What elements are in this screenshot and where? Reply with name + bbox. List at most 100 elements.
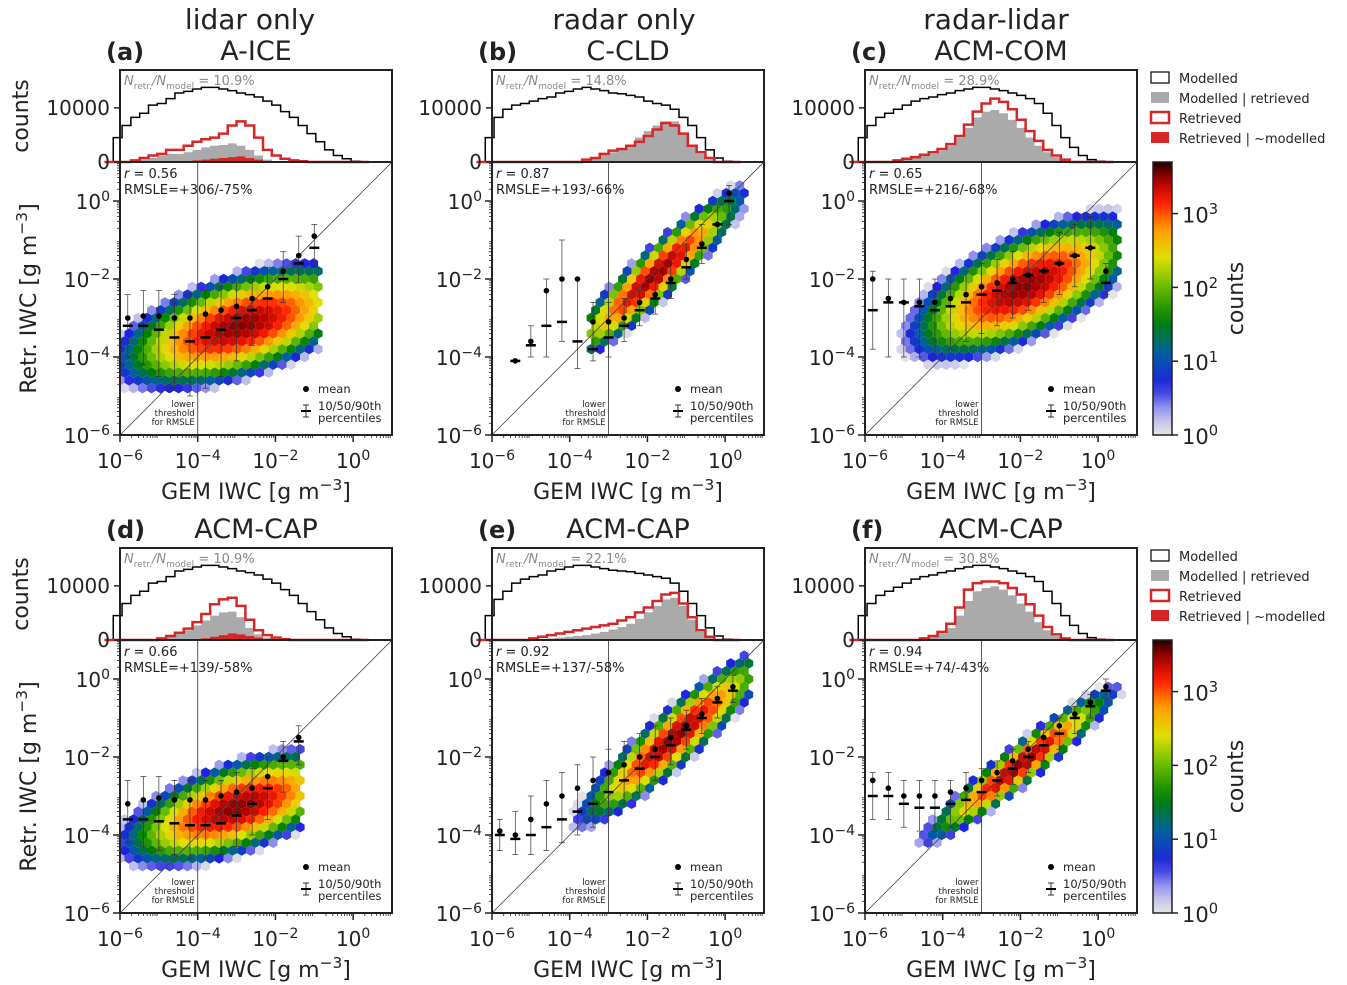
hexbin-cell [973,814,983,825]
mean-point [171,797,178,803]
mean-point [963,291,969,298]
hexbin-cell [156,367,165,378]
hexbin-cell [178,853,188,864]
hexbin-cell [977,806,987,817]
hexbin-cell [654,242,664,253]
hexbin-cell [932,837,942,848]
hexbin-cell [178,790,188,802]
hexbin-cell [291,829,301,841]
hexbin-cell [645,305,655,316]
panel-c: 0 10000 Nretr./Nmodel = 28.9% (c) ACM-COM low… [791,36,1138,505]
hexbin-cell [600,814,610,825]
correlation-text: r = 0.94 [869,645,922,660]
hexbin-cell [726,211,736,222]
hexbin-cell [277,806,287,817]
legend-label: Retrieved [1179,590,1241,605]
hexbin-cell [991,289,1001,300]
hexbin-cell [1072,273,1082,285]
mean-point [730,684,736,690]
hexbin-cell [982,336,992,347]
hexbin-cell [210,829,220,841]
hist-tick-label: 10000 [46,96,110,120]
hexbin-cell [1045,273,1055,285]
one-to-one-line [491,639,765,914]
x-tick-label: 10−2 [997,926,1043,951]
hexbin-cell [1009,242,1019,253]
legend-percentiles-label: 10/50/90th [1063,399,1126,413]
hexbin-cell [1036,767,1046,778]
hexbin-cell [295,328,305,339]
hexbin-cell [1054,751,1064,763]
hexbin-cell [255,845,265,856]
hexbin-cell [595,312,605,324]
hist-tick-label: 0 [842,150,855,174]
legend-swatch [1149,588,1171,603]
hexbin-cell [676,250,686,261]
hexbin-cell [1036,720,1046,731]
hexbin-cell [232,837,242,848]
hexbin-cell [1054,736,1064,747]
scatter-frame [491,161,765,436]
hexbin-cell [273,814,283,825]
legend-mean-marker [675,386,681,392]
hexbin-cell [120,328,125,339]
hexbin-cell [192,351,202,363]
hexbin-cell [169,806,179,817]
hexbin-cell [120,336,129,347]
mean-point [156,313,162,319]
mean-point [621,762,627,768]
legend-mean-label: mean [318,382,351,396]
hexbin-cell [690,689,700,700]
hexbin-cell [147,798,156,809]
hexbin-cell [609,320,619,331]
hexbin-cell [1004,744,1014,755]
hexbin-cell [241,297,251,308]
hexbin-cell [582,798,592,809]
hexbin-cell [228,829,238,841]
hexbin-cell [1090,289,1100,300]
hexbin-cell [268,775,278,786]
hexbin-cell [192,767,202,778]
threshold-label: for RMSLE [152,896,195,906]
hexbin-cell [1049,281,1059,292]
hexbin-cell [174,305,183,316]
ratio-text: Nretr./Nmodel = 10.9% [124,74,255,92]
hexbin-cell [1045,751,1055,763]
x-tick-label: 100 [1081,926,1115,951]
hexbin-cell [654,273,664,285]
hexbin-cell [228,767,238,778]
hexbin-cell [708,242,718,253]
hexbin-cell [241,312,251,324]
hexbin-cell [640,744,650,755]
hexbin-cell [1004,312,1014,324]
hexbin-cell [636,273,646,285]
hexbin-cell [1063,258,1073,269]
hexbin-cell [300,305,310,316]
hexbin-cell [1067,234,1077,246]
hexbin-cell [730,712,740,724]
hexbin-cell [613,775,623,786]
one-to-one-line [864,161,1138,436]
hexbin-cell [631,775,641,786]
hexbin-cell [703,681,713,692]
mean-point [1072,711,1078,717]
hexbin-cell [250,281,260,292]
hexbin-cell [982,351,992,363]
hexbin-cell [1004,281,1014,292]
hexbin-cell [730,188,740,199]
hexbin-cell [255,258,265,269]
legend-mean-marker [303,864,309,870]
hexbin-cell [1067,312,1077,324]
mean-point [512,358,519,364]
hexbin-cell [663,767,673,778]
mean-point [280,754,287,760]
hexbin-cell [640,281,650,292]
hexbin-cell [1013,328,1023,339]
hexbin-cell [1040,328,1050,339]
hexbin-cell [1108,242,1118,253]
hexbin-cell [246,767,256,778]
hexbin-cell [160,822,170,833]
hexbin-cell [138,336,147,347]
mean-point [683,723,690,729]
